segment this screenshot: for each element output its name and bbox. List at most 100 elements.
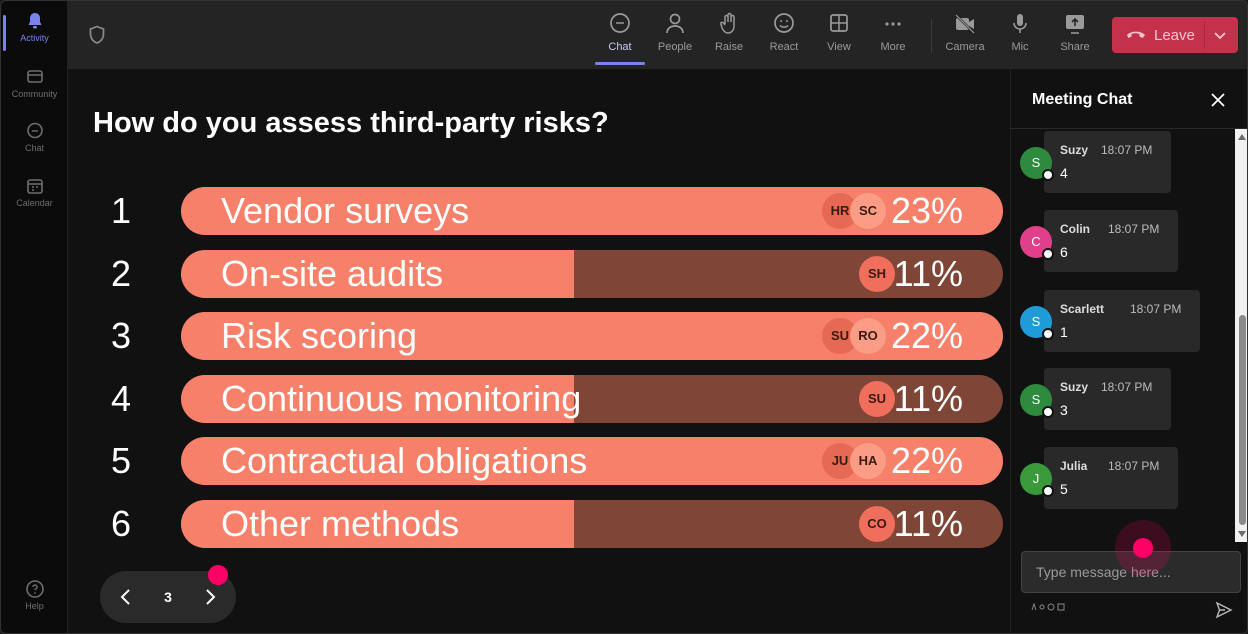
sender-name: Julia bbox=[1060, 459, 1088, 473]
people-button[interactable]: People bbox=[650, 11, 700, 53]
help-icon bbox=[25, 580, 44, 598]
option-number: 3 bbox=[110, 315, 132, 356]
chat-button[interactable]: Chat bbox=[595, 11, 645, 65]
option-percent: 11% bbox=[893, 503, 963, 544]
option-label: Continuous monitoring bbox=[221, 378, 582, 419]
avatar: S bbox=[1020, 384, 1054, 418]
rail-item-chat[interactable]: Chat bbox=[1, 121, 68, 153]
more-button[interactable]: More bbox=[868, 11, 918, 53]
bell-icon bbox=[28, 13, 41, 29]
message-timestamp: 18:07 PM bbox=[1108, 459, 1160, 473]
presence-indicator bbox=[1042, 248, 1054, 260]
hang-up-icon bbox=[1127, 31, 1145, 38]
camera-button-label: Camera bbox=[945, 41, 985, 53]
chat-bubble-icon bbox=[610, 13, 630, 33]
app-rail: Activity Community Chat Calendar Help bbox=[1, 1, 68, 633]
rail-item-help[interactable]: Help bbox=[1, 579, 68, 611]
avatar-initial: J bbox=[1032, 471, 1040, 486]
share-screen-icon bbox=[1066, 15, 1084, 34]
poll-option[interactable]: 3 Risk scoring SU RO 22% bbox=[93, 312, 1003, 360]
poll-option[interactable]: 6 Other methods CO 11% bbox=[93, 500, 1003, 548]
rail-item-calendar[interactable]: Calendar bbox=[1, 176, 68, 208]
smiley-icon bbox=[774, 13, 794, 33]
option-percent: 11% bbox=[893, 378, 963, 419]
mic-button[interactable]: Mic bbox=[995, 11, 1045, 53]
react-button[interactable]: React bbox=[759, 11, 809, 53]
option-label: Risk scoring bbox=[221, 315, 418, 356]
rail-item-activity[interactable]: Activity bbox=[1, 11, 68, 51]
chat-message-input[interactable] bbox=[1021, 551, 1241, 593]
poll-option[interactable]: 2 On-site audits SH 11% bbox=[93, 250, 1003, 298]
presence-indicator bbox=[1042, 406, 1054, 418]
option-bar: Contractual obligations JU HA 22% bbox=[181, 437, 1003, 485]
chevron-down-icon[interactable] bbox=[1212, 27, 1228, 43]
presence-indicator bbox=[1042, 485, 1054, 497]
voter-avatar: HA bbox=[850, 443, 886, 479]
toolbar-divider bbox=[931, 19, 932, 53]
rail-item-community[interactable]: Community bbox=[1, 67, 68, 99]
avatar: S bbox=[1020, 306, 1054, 340]
message-bubble: Suzy 18:07 PM 3 bbox=[1044, 368, 1171, 430]
avatar-initial: S bbox=[1031, 155, 1041, 170]
message-text: 6 bbox=[1060, 244, 1068, 260]
poll-option[interactable]: 4 Continuous monitoring SU 11% bbox=[93, 375, 1003, 423]
community-icon bbox=[26, 70, 43, 83]
chevron-right-icon[interactable] bbox=[198, 585, 222, 609]
option-bar: Risk scoring SU RO 22% bbox=[181, 312, 1003, 360]
option-number: 5 bbox=[110, 440, 132, 481]
option-number: 2 bbox=[110, 253, 132, 294]
rail-item-label: Community bbox=[11, 89, 58, 99]
chat-icon bbox=[26, 122, 43, 139]
send-icon[interactable] bbox=[1215, 601, 1233, 619]
option-label: Vendor surveys bbox=[221, 190, 470, 231]
calendar-icon bbox=[26, 179, 43, 194]
raise-hand-button[interactable]: Raise bbox=[704, 11, 754, 53]
camera-button[interactable]: Camera bbox=[940, 11, 990, 53]
option-label: Other methods bbox=[221, 503, 460, 544]
grid-view-icon bbox=[830, 14, 848, 32]
message-text: 3 bbox=[1060, 402, 1068, 418]
close-icon[interactable] bbox=[1209, 91, 1227, 109]
message-text: 4 bbox=[1060, 165, 1068, 181]
chat-scrollbar[interactable] bbox=[1235, 129, 1247, 542]
option-bar-fill bbox=[181, 375, 574, 423]
option-bar-fill bbox=[181, 500, 574, 548]
option-label: Contractual obligations bbox=[221, 440, 588, 481]
people-button-label: People bbox=[657, 41, 693, 53]
leave-button[interactable]: Leave bbox=[1112, 17, 1238, 53]
poll-option[interactable]: 5 Contractual obligations JU HA 22% bbox=[93, 437, 1003, 485]
option-bar: On-site audits SH 11% bbox=[181, 250, 1003, 298]
rail-item-label: Calendar bbox=[16, 198, 53, 208]
cursor-indicator bbox=[208, 565, 228, 585]
option-percent: 23% bbox=[890, 190, 963, 231]
sender-name: Colin bbox=[1060, 222, 1090, 236]
raise-button-label: Raise bbox=[714, 41, 744, 53]
poll-question: How do you assess third-party risks? bbox=[93, 107, 609, 139]
react-button-label: React bbox=[769, 41, 799, 53]
voter-avatar: CO bbox=[859, 506, 895, 542]
chat-message-list: Suzy 18:07 PM 4 S Colin 18:07 PM 6 C Scarlett 18:… bbox=[1011, 129, 1235, 542]
option-number: 4 bbox=[110, 378, 132, 419]
poll-option[interactable]: 1 Vendor surveys HR SC 23% bbox=[93, 187, 1003, 235]
avatar: C bbox=[1020, 226, 1054, 260]
view-button[interactable]: View bbox=[814, 11, 864, 53]
avatar-initial: S bbox=[1031, 392, 1041, 407]
option-bar: Vendor surveys HR SC 23% bbox=[181, 187, 1003, 235]
chat-button-label: Chat bbox=[608, 41, 632, 53]
cursor-indicator bbox=[1133, 538, 1153, 558]
scroll-down-arrow[interactable] bbox=[1238, 531, 1246, 537]
chat-format-tools[interactable] bbox=[1031, 602, 1067, 613]
voter-avatar: SU bbox=[822, 318, 858, 354]
chat-divider bbox=[1011, 128, 1247, 129]
share-button[interactable]: Share bbox=[1050, 11, 1100, 53]
avatar-initial: S bbox=[1031, 314, 1041, 329]
message-bubble: Colin 18:07 PM 6 bbox=[1044, 210, 1178, 272]
scroll-up-arrow[interactable] bbox=[1238, 134, 1246, 140]
option-bar-fill bbox=[181, 250, 574, 298]
chat-title: Meeting Chat bbox=[1032, 91, 1133, 108]
shield-icon[interactable] bbox=[88, 25, 106, 45]
chevron-left-icon[interactable] bbox=[114, 585, 138, 609]
avatar: J bbox=[1020, 463, 1054, 497]
message-bubble: Scarlett 18:07 PM 1 bbox=[1044, 290, 1200, 352]
scroll-thumb[interactable] bbox=[1239, 315, 1246, 525]
